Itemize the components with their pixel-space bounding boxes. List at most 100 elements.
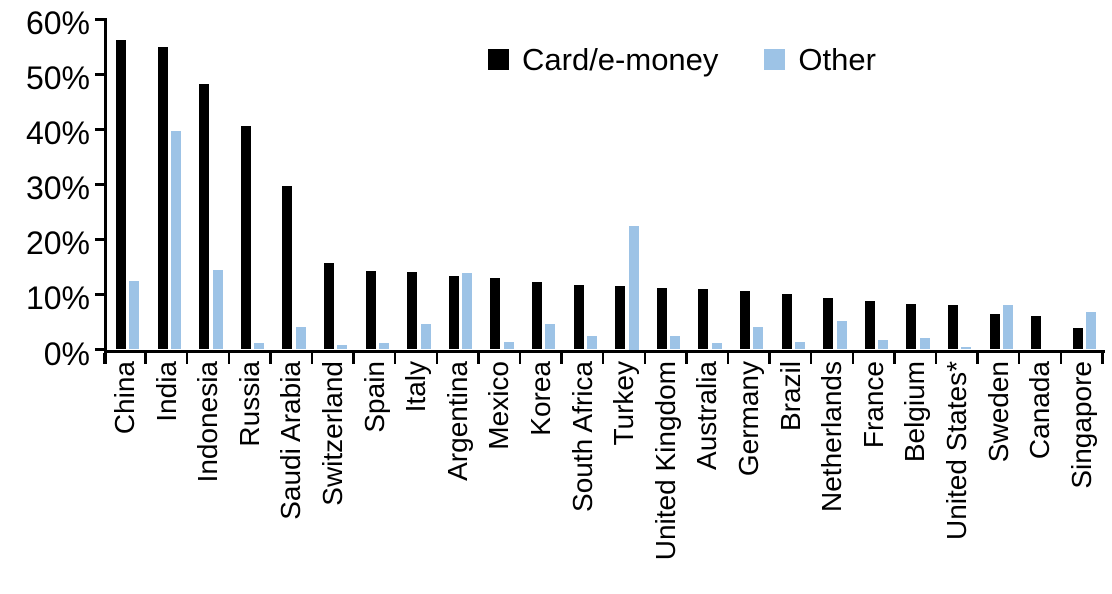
x-axis-label-text: Italy <box>400 361 432 413</box>
x-axis-label-text: Netherlands <box>816 361 848 512</box>
y-tick-label: 20% <box>25 225 90 262</box>
x-axis-tick <box>1059 353 1063 364</box>
x-axis-label-text: Korea <box>525 361 557 436</box>
x-axis-label: Spain <box>354 361 396 592</box>
x-axis-tick <box>560 353 563 364</box>
x-axis-label: Italy <box>395 361 437 592</box>
y-axis-tick <box>94 237 104 241</box>
y-tick-label: 50% <box>25 60 90 97</box>
bar-other-australia <box>711 343 722 350</box>
x-axis-label: United States* <box>936 361 978 592</box>
bar-other-sweden <box>1002 304 1013 350</box>
bar-other-turkey <box>628 225 639 350</box>
x-axis-label-text: France <box>857 361 889 449</box>
bar-other-india <box>170 131 181 350</box>
bar-card-e-money-korea <box>532 281 542 350</box>
x-axis-label: Australia <box>686 361 728 592</box>
x-axis-tick <box>144 353 147 364</box>
bar-card-e-money-indonesia <box>199 83 210 350</box>
x-axis-tick <box>477 353 480 364</box>
x-axis-label: Singapore <box>1061 361 1103 592</box>
x-axis-tick <box>976 353 979 364</box>
y-axis-tick <box>94 72 104 76</box>
x-axis-tick <box>227 353 231 364</box>
bar-card-e-money-united-states- <box>948 305 958 350</box>
x-axis-label-text: Turkey <box>608 361 640 446</box>
legend-label: Other <box>798 42 876 77</box>
x-axis-label-text: Argentina <box>441 361 473 481</box>
x-axis-label-text: Indonesia <box>192 361 224 483</box>
x-axis-label-text: Saudi Arabia <box>275 361 307 520</box>
x-axis-tick <box>643 353 647 364</box>
x-axis-tick <box>518 353 522 364</box>
x-axis-label-text: Brazil <box>774 361 806 432</box>
bar-card-e-money-belgium <box>906 303 917 350</box>
x-axis-label: Netherlands <box>811 361 853 592</box>
y-tick-label: 40% <box>25 115 90 152</box>
x-axis-label: Switzerland <box>312 361 354 592</box>
x-axis-label-text: United Kingdom <box>649 361 681 561</box>
bar-other-switzerland <box>337 344 348 350</box>
x-axis-tick <box>726 353 730 364</box>
x-axis-label: Korea <box>520 361 562 592</box>
legend-label: Card/e-money <box>522 42 719 77</box>
bar-card-e-money-india <box>157 46 168 350</box>
bar-card-e-money-mexico <box>490 278 501 350</box>
x-axis-tick <box>1017 353 1021 364</box>
x-axis-label-text: United States* <box>941 361 973 540</box>
x-axis-label: Mexico <box>478 361 520 592</box>
bar-other-singapore <box>1086 312 1097 350</box>
bar-card-e-money-netherlands <box>823 298 834 350</box>
x-axis-label-text: Switzerland <box>317 361 349 506</box>
x-axis-label-text: Singapore <box>1065 361 1097 489</box>
y-axis-tick <box>94 127 104 131</box>
x-axis-label: France <box>853 361 895 592</box>
x-axis-tick <box>809 353 813 364</box>
bar-card-e-money-france <box>864 301 875 350</box>
x-axis-tick <box>435 353 439 364</box>
x-axis-label: Argentina <box>437 361 479 592</box>
x-axis-label: India <box>146 361 188 592</box>
bar-other-spain <box>378 342 389 350</box>
bar-card-e-money-canada <box>1031 316 1042 350</box>
x-axis-label-text: China <box>109 361 141 435</box>
x-axis-label: Brazil <box>770 361 812 592</box>
bar-card-e-money-china <box>116 39 126 350</box>
bar-other-china <box>129 281 140 350</box>
y-tick-label: 60% <box>25 5 90 41</box>
bar-card-e-money-sweden <box>989 313 1000 350</box>
x-axis-label: Sweden <box>978 361 1020 592</box>
x-axis-label: Saudi Arabia <box>270 361 312 592</box>
bar-card-e-money-germany <box>740 290 750 350</box>
x-axis-label: Turkey <box>603 361 645 592</box>
bar-card-e-money-turkey <box>615 285 626 350</box>
bar-card-e-money-united-kingdom <box>656 288 667 350</box>
x-axis-label-text: South Africa <box>566 361 598 512</box>
x-axis-tick <box>269 353 272 364</box>
x-axis-tick <box>685 353 688 364</box>
legend-swatch-card-e-money <box>488 49 509 70</box>
x-axis-tick <box>393 353 397 364</box>
chart-legend: Card/e-money Other <box>488 44 876 75</box>
bar-other-netherlands <box>836 321 847 350</box>
x-axis-label: United Kingdom <box>645 361 687 592</box>
bar-card-e-money-saudi-arabia <box>282 185 293 350</box>
bar-other-belgium <box>919 337 930 350</box>
x-axis-tick <box>893 353 896 364</box>
x-axis-label: Belgium <box>894 361 936 592</box>
x-axis-label-text: Belgium <box>899 361 931 463</box>
y-axis-line <box>103 17 107 364</box>
x-axis-label-text: India <box>150 361 182 422</box>
x-axis-label-text: Mexico <box>483 361 515 450</box>
y-axis-tick <box>94 182 104 186</box>
bar-other-korea <box>545 324 556 350</box>
x-axis-label: Russia <box>229 361 271 592</box>
bar-card-e-money-italy <box>407 271 418 350</box>
bar-other-united-states- <box>961 347 972 350</box>
y-tick-label: 0% <box>43 335 90 372</box>
bar-other-italy <box>420 323 431 350</box>
x-axis-tick <box>768 353 771 364</box>
x-axis-tick <box>310 353 314 364</box>
bar-other-united-kingdom <box>670 336 681 350</box>
x-axis-tick <box>185 353 189 364</box>
